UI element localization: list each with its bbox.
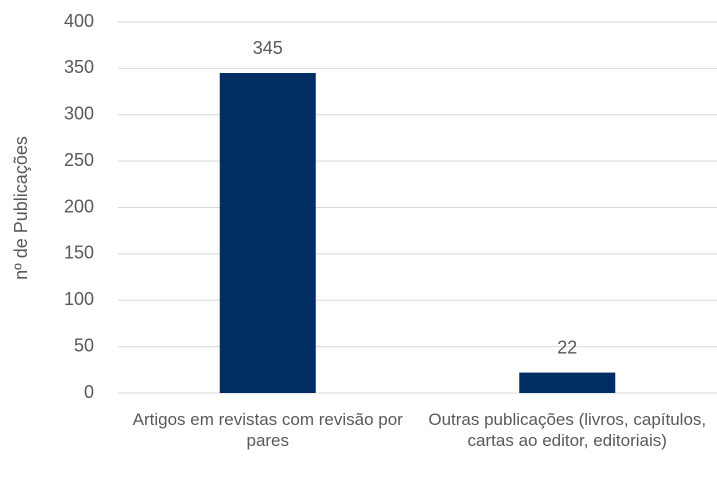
y-tick-label: 50 (74, 335, 94, 355)
y-tick-label: 200 (64, 196, 94, 216)
y-tick-label: 0 (84, 382, 94, 402)
bar (219, 73, 316, 393)
data-label: 345 (253, 38, 283, 58)
bar (519, 372, 616, 393)
y-tick-label: 100 (64, 289, 94, 309)
y-tick-label: 300 (64, 104, 94, 124)
x-tick-label: Artigos em revistas com revisão por pare… (132, 410, 403, 450)
y-tick-label: 350 (64, 57, 94, 77)
data-label: 22 (557, 337, 577, 357)
y-tick-label: 400 (64, 11, 94, 31)
y-tick-label: 250 (64, 150, 94, 170)
y-axis-label: nº de Publicações (11, 136, 31, 280)
y-tick-label: 150 (64, 243, 94, 263)
x-tick-label: Outras publicações (livros, capítulos, c… (428, 410, 707, 450)
